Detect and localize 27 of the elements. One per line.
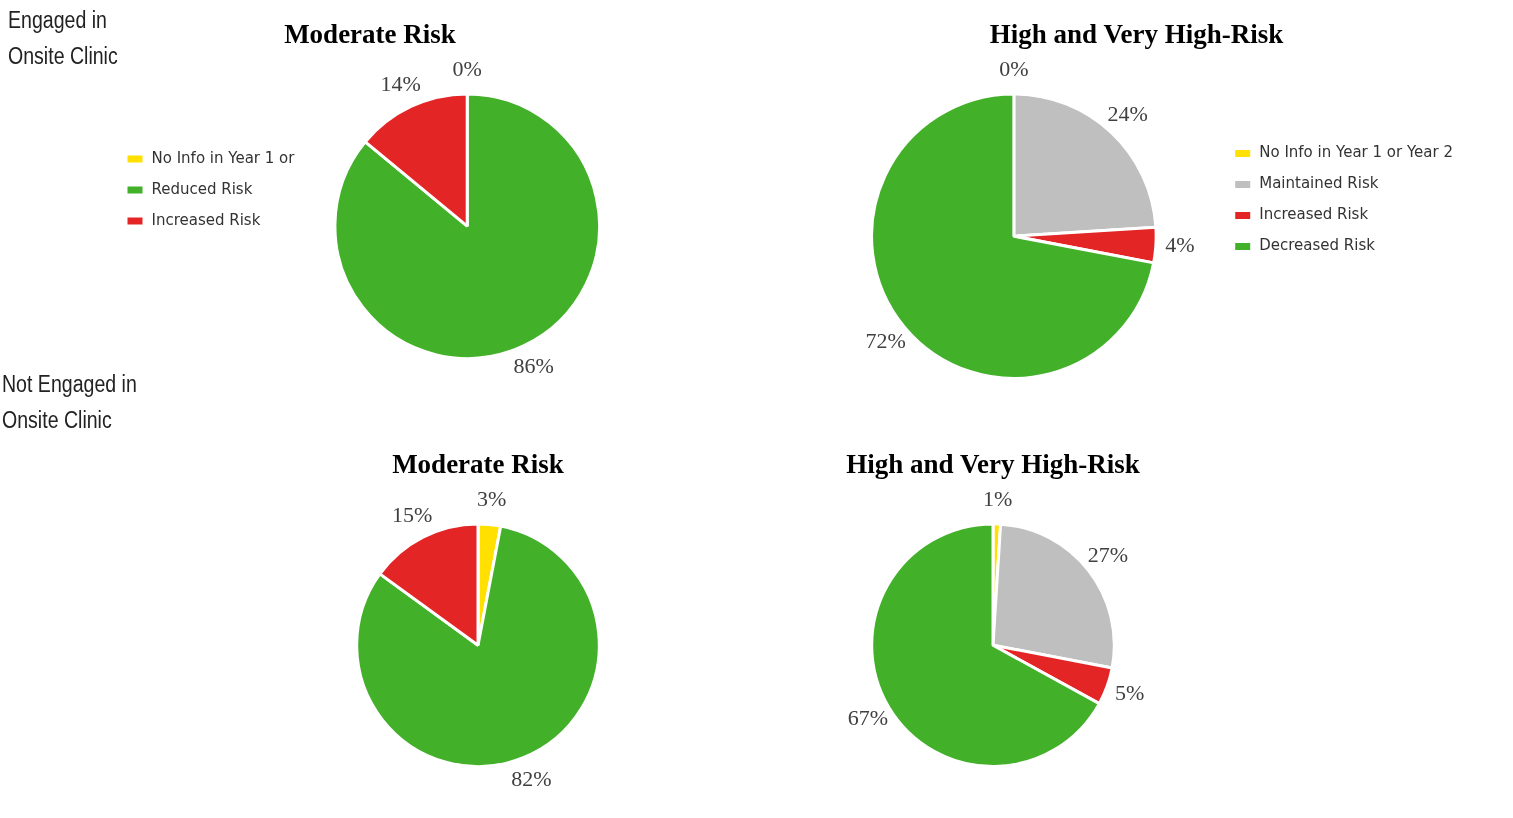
data-label: 3%	[477, 486, 507, 512]
legend-label: No Info in Year 1 or	[151, 148, 296, 167]
legend-label: Maintained Risk	[1259, 174, 1379, 193]
chart-title: High and Very High-Risk	[846, 449, 1140, 480]
data-label: 86%	[513, 353, 554, 379]
text: 0%	[452, 55, 482, 81]
data-label: 5%	[1115, 680, 1145, 706]
chart-title: High and Very High-Risk	[989, 19, 1284, 50]
text: 0%	[999, 55, 1029, 81]
data-label: 72%	[865, 327, 906, 353]
data-label: 82%	[511, 766, 552, 792]
data-label: 67%	[847, 704, 889, 730]
data-label: 4%	[1165, 232, 1195, 258]
legend-label: Reduced Risk	[151, 179, 253, 198]
chart-title: Moderate Risk	[392, 449, 564, 480]
legend-label: Increased Risk	[1259, 205, 1369, 224]
legend-label: No Info in Year 1 or Year 2	[1259, 143, 1454, 162]
data-label: 1%	[982, 485, 1013, 511]
data-label: 15%	[391, 501, 433, 527]
legend-label: Decreased Risk	[1259, 236, 1376, 255]
data-label: 14%	[380, 70, 421, 96]
chart-title: Moderate Risk	[284, 19, 456, 50]
data-label: 24%	[1107, 100, 1148, 126]
legend-label: Increased Risk	[151, 210, 261, 229]
data-label: 27%	[1087, 541, 1128, 567]
text: Engaged in Onsite Clinic	[8, 6, 119, 71]
text: Not Engaged in Onsite Clinic	[2, 370, 138, 435]
